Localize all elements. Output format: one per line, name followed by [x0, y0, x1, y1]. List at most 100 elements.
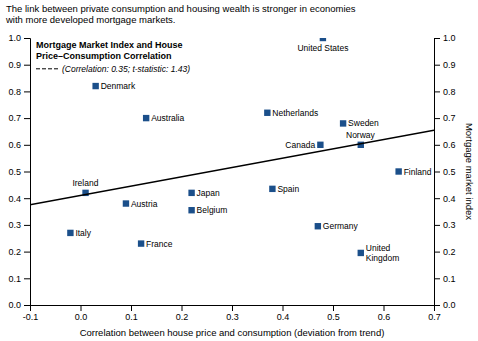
y2-tick-label: 1.0 — [443, 33, 456, 43]
point-label: Netherlands — [272, 108, 318, 118]
y2-tick-label: 0.8 — [443, 87, 456, 97]
point — [320, 38, 326, 41]
y-tick: 0.0 — [8, 300, 30, 310]
y2-tick-mark — [434, 198, 440, 199]
point — [269, 186, 275, 192]
y-tick: 1.0 — [8, 33, 30, 43]
y-tick-mark — [24, 118, 30, 119]
x-tick-mark — [131, 305, 132, 311]
y-tick-label: 0.7 — [8, 113, 21, 123]
x-tick-label: 0.4 — [277, 312, 290, 322]
caption-line: with more developed mortgage markets. — [5, 14, 176, 25]
point-label-line: Kingdom — [366, 253, 400, 263]
point — [143, 115, 149, 121]
point-label-line: Australia — [151, 113, 184, 123]
y2-axis: 0.00.10.20.30.40.50.60.70.80.91.0 — [434, 33, 456, 310]
point-label: Italy — [75, 228, 91, 238]
x-tick: 0.2 — [176, 305, 189, 322]
point — [317, 142, 323, 148]
chart-title-line: Mortgage Market Index and House — [36, 40, 183, 50]
point-label: United States — [297, 43, 348, 53]
y2-tick: 0.7 — [434, 113, 456, 123]
y-tick-label: 0.2 — [8, 247, 21, 257]
x-tick: 0.4 — [277, 305, 290, 322]
point — [395, 168, 401, 174]
x-tick: 0.3 — [226, 305, 239, 322]
point-label: Norway — [346, 130, 376, 140]
chart-container: The link between private consumption and… — [0, 0, 478, 341]
y-tick-label: 0.9 — [8, 60, 21, 70]
y2-tick: 0.0 — [434, 300, 456, 310]
point — [340, 120, 346, 126]
y2-tick-mark — [434, 172, 440, 173]
point-label: Spain — [277, 184, 299, 194]
y2-tick: 0.8 — [434, 87, 456, 97]
point — [264, 110, 270, 116]
x-tick-label: 0.6 — [378, 312, 391, 322]
point-label: Canada — [285, 140, 315, 150]
point-label-line: France — [146, 239, 173, 249]
point-label-line: Ireland — [72, 178, 98, 188]
point — [92, 83, 98, 89]
point — [138, 240, 144, 246]
y2-tick: 0.9 — [434, 60, 456, 70]
y2-tick: 0.5 — [434, 167, 456, 177]
point-label: Japan — [197, 188, 220, 198]
x-tick-mark — [283, 305, 284, 311]
point-label: France — [146, 239, 173, 249]
y-tick-mark — [24, 145, 30, 146]
x-tick-label: 0.0 — [75, 312, 88, 322]
point-label: Germany — [323, 221, 359, 231]
x-tick: 0.7 — [428, 305, 441, 322]
y-axis-line — [24, 39, 31, 306]
x-tick-mark — [232, 305, 233, 311]
y2-tick-label: 0.3 — [443, 220, 456, 230]
point-label-line: Netherlands — [272, 108, 318, 118]
point-label-line: Germany — [323, 221, 359, 231]
x-tick-label: 0.7 — [428, 312, 441, 322]
y-tick-label: 0.3 — [8, 220, 21, 230]
y-tick: 0.8 — [8, 87, 30, 97]
y-tick: 0.5 — [8, 167, 30, 177]
y2-tick-label: 0.0 — [443, 300, 456, 310]
y2-tick-label: 0.7 — [443, 113, 456, 123]
y2-tick-mark — [434, 278, 440, 279]
y-tick-mark — [24, 172, 30, 173]
caption-line: The link between private consumption and… — [6, 3, 356, 14]
x-tick: 0.6 — [378, 305, 391, 322]
point — [67, 230, 73, 236]
x-tick-label: 0.2 — [176, 312, 189, 322]
y-tick-mark — [24, 278, 30, 279]
y-tick: 0.6 — [8, 140, 30, 150]
point-label-line: Norway — [346, 130, 376, 140]
point — [188, 207, 194, 213]
subtitle-indicator — [36, 68, 58, 69]
point — [315, 223, 321, 229]
x-axis: -0.10.00.10.20.30.40.50.60.7 — [23, 305, 441, 322]
y-tick: 0.4 — [8, 194, 30, 204]
point — [188, 190, 194, 196]
caption: The link between private consumption and… — [5, 3, 356, 25]
y-tick-label: 0.1 — [8, 274, 21, 284]
y2-tick: 1.0 — [434, 33, 456, 43]
plot-area — [30, 38, 434, 256]
y2-tick-mark — [434, 305, 440, 306]
y2-axis-title: Mortgage market index — [464, 123, 475, 220]
x-tick-mark — [384, 305, 385, 311]
y2-tick: 0.4 — [434, 194, 456, 204]
point-label-line: Italy — [75, 228, 91, 238]
x-tick-mark — [333, 305, 334, 311]
y2-tick-label: 0.4 — [443, 194, 456, 204]
chart-title-group: Mortgage Market Index and HousePrice–Con… — [36, 40, 190, 74]
point-label-line: Austria — [131, 199, 158, 209]
point-label: Ireland — [72, 178, 98, 188]
x-tick: -0.1 — [23, 305, 39, 322]
x-axis-title: Correlation between house price and cons… — [80, 327, 385, 338]
y-tick-mark — [24, 198, 30, 199]
x-tick: 0.0 — [75, 305, 88, 322]
x-tick: 0.5 — [327, 305, 340, 322]
y-tick-label: 0.6 — [8, 140, 21, 150]
y2-tick: 0.2 — [434, 247, 456, 257]
y-tick-label: 0.5 — [8, 167, 21, 177]
point — [123, 200, 129, 206]
